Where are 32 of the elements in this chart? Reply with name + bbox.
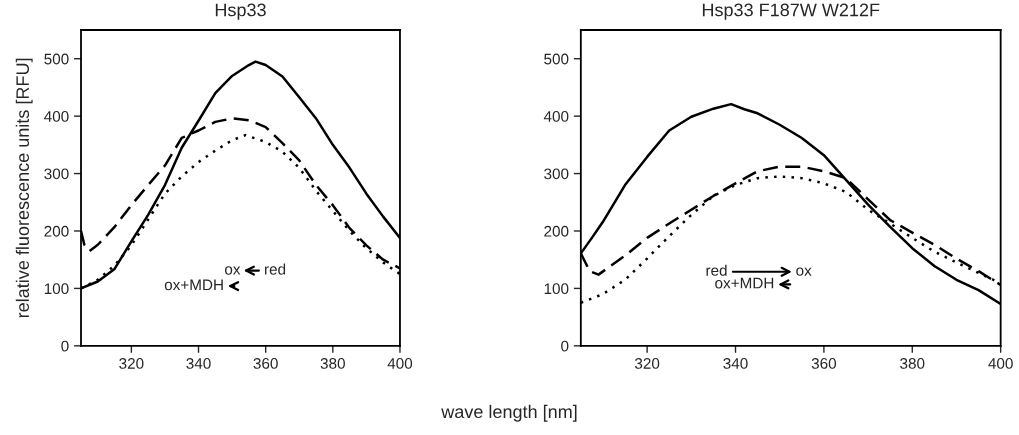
y-tick-label: 300 bbox=[544, 168, 569, 180]
x-axis-title: wave length [nm] bbox=[441, 404, 577, 422]
y-tick-label: 300 bbox=[44, 168, 69, 180]
x-tick-label: 320 bbox=[634, 358, 660, 369]
annotation: red bbox=[706, 264, 727, 276]
x-tick-label: 360 bbox=[811, 358, 837, 369]
x-tick-label: 360 bbox=[253, 358, 278, 369]
y-tick-label: 500 bbox=[44, 53, 69, 65]
x-tick-label: 340 bbox=[186, 358, 211, 369]
x-tick-label: 340 bbox=[723, 358, 748, 369]
y-tick-label: 500 bbox=[544, 53, 569, 65]
annotation: ox+MDH bbox=[715, 277, 774, 289]
annotation: ox bbox=[796, 267, 812, 276]
y-tick-label: 100 bbox=[44, 283, 69, 295]
x-tick-label: 400 bbox=[387, 358, 413, 369]
chart-title: Hsp33 bbox=[215, 3, 266, 20]
y-tick-label: 0 bbox=[561, 340, 569, 352]
y-tick-label: 0 bbox=[61, 340, 69, 352]
annotation: ox bbox=[224, 266, 241, 275]
y-tick-label: 200 bbox=[44, 225, 69, 237]
x-tick-label: 320 bbox=[119, 358, 144, 369]
y-tick-label: 400 bbox=[543, 111, 569, 122]
x-tick-label: 380 bbox=[900, 358, 925, 369]
y-axis-title: relative fluorescence units [RFU] bbox=[15, 58, 33, 318]
annotation: red bbox=[265, 263, 286, 275]
y-tick-label: 400 bbox=[44, 111, 69, 122]
x-tick-label: 380 bbox=[320, 358, 345, 369]
chart-title: Hsp33 F187W W212F bbox=[702, 3, 880, 20]
y-tick-label: 100 bbox=[544, 283, 569, 295]
annotation: ox+MDH bbox=[164, 279, 223, 291]
x-tick-label: 400 bbox=[988, 358, 1013, 369]
y-tick-label: 200 bbox=[544, 225, 569, 237]
